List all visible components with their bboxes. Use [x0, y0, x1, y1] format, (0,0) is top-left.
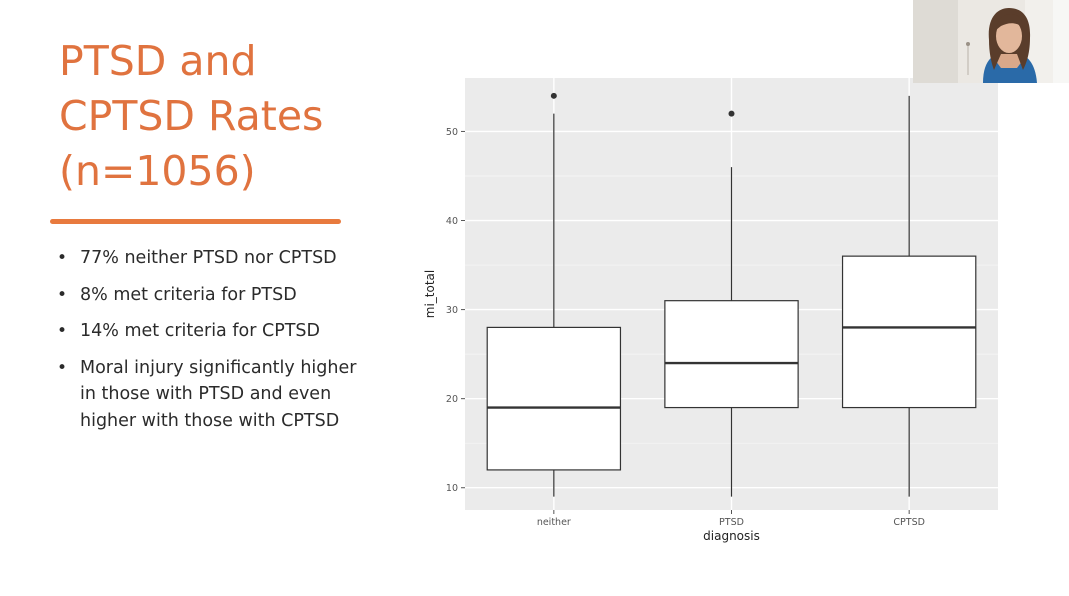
- bullet-text: 77% neither PTSD nor CPTSD: [80, 248, 337, 268]
- y-tick-label: 20: [446, 394, 458, 405]
- presenter-video-icon: [913, 0, 1069, 83]
- title-underline: [50, 219, 341, 224]
- boxplot-chart: 10 20 30 40 50 neither PTSD CPTSD diagnosis mi_to…: [410, 70, 1010, 560]
- bullet-marker: •: [57, 321, 68, 341]
- slide-title-line-1: PTSD and: [59, 37, 257, 85]
- y-axis-title: mi_total: [423, 270, 437, 318]
- bullet-text: 14% met criteria for CPTSD: [80, 321, 321, 341]
- outlier-point: [728, 110, 735, 117]
- x-tick-label: CPTSD: [893, 517, 925, 528]
- bullet-marker: •: [57, 248, 68, 268]
- slide-title-line-3: (n=1056): [59, 147, 256, 195]
- bullet-item: • Moral injury significantly higher in t…: [57, 355, 357, 435]
- slide-title-line-2: CPTSD Rates: [59, 92, 324, 140]
- box-iqr: [841, 255, 977, 409]
- x-tick-label: PTSD: [719, 517, 744, 528]
- x-tick-label: neither: [537, 517, 571, 528]
- bullet-marker: •: [57, 357, 68, 378]
- bullet-list: • 77% neither PTSD nor CPTSD • 8% met cr…: [57, 245, 357, 444]
- bullet-marker: •: [57, 284, 68, 305]
- y-tick-label: 50: [446, 127, 458, 138]
- outlier-point: [550, 92, 557, 99]
- bullet-text: Moral injury significantly higher in tho…: [80, 357, 357, 431]
- bullet-item: • 14% met criteria for CPTSD: [57, 318, 357, 345]
- bullet-item: • 8% met criteria for PTSD: [57, 282, 357, 309]
- x-axis-title: diagnosis: [703, 529, 760, 543]
- y-tick-label: 40: [446, 216, 458, 227]
- y-tick-label: 30: [446, 305, 458, 316]
- slide-title: PTSD and CPTSD Rates (n=1056): [59, 34, 359, 199]
- bullet-text: 8% met criteria for PTSD: [80, 284, 297, 305]
- bullet-item: • 77% neither PTSD nor CPTSD: [57, 245, 357, 272]
- box-iqr: [486, 326, 622, 471]
- y-tick-label: 10: [446, 483, 458, 494]
- presenter-webcam-thumbnail[interactable]: [913, 0, 1069, 83]
- box-iqr: [664, 300, 799, 409]
- boxplot-svg: 10 20 30 40 50 neither PTSD CPTSD diagnosis mi_to…: [423, 78, 998, 543]
